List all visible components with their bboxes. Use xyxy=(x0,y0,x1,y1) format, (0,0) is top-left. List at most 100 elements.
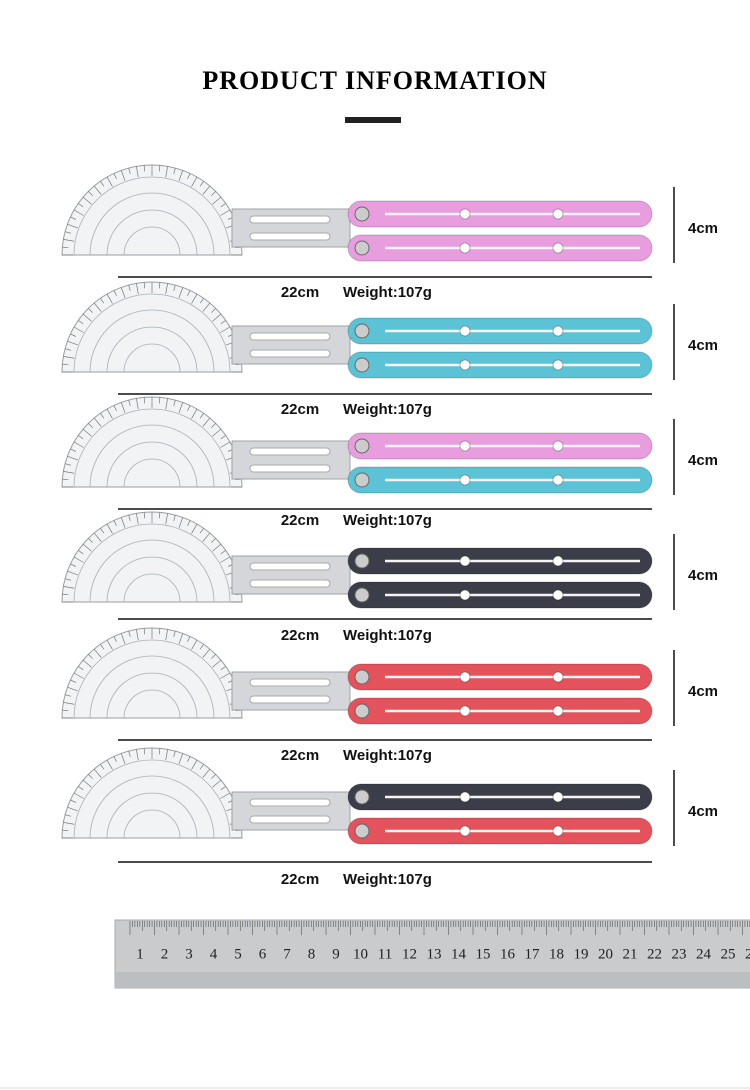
protractor-tick xyxy=(173,630,176,637)
handle-hole xyxy=(552,825,564,837)
handle-hole xyxy=(459,555,471,567)
ruler-number: 3 xyxy=(185,946,193,962)
protractor-tick xyxy=(187,405,191,412)
protractor-arc xyxy=(123,458,181,488)
handle-hole xyxy=(552,474,564,486)
protractor-tick xyxy=(73,792,84,799)
protractor-tick xyxy=(143,397,146,404)
protractor-tick xyxy=(120,170,126,181)
protractor-tick xyxy=(220,441,231,448)
protractor-tick xyxy=(191,408,198,419)
ruler-number: 16 xyxy=(500,946,516,962)
protractor-tick xyxy=(67,223,78,229)
handle-hole xyxy=(552,555,564,567)
protractor-tick xyxy=(143,512,146,519)
protractor-tick xyxy=(173,284,176,291)
protractor-tick xyxy=(143,165,146,172)
protractor-tick xyxy=(64,231,71,234)
protractor-tick xyxy=(70,799,77,803)
protractor-tick xyxy=(100,644,105,650)
handle-hole xyxy=(552,791,564,803)
handle-hole xyxy=(552,589,564,601)
pivot xyxy=(354,587,370,603)
protractor-tick xyxy=(78,203,84,208)
height-label: 4cm xyxy=(688,683,718,700)
protractor-tick xyxy=(212,543,222,552)
ruler-number: 24 xyxy=(696,946,712,962)
weight-label: Weight:107g xyxy=(343,401,432,418)
protractor-tick xyxy=(158,512,161,519)
protractor-tick xyxy=(78,320,84,325)
protractor-tick xyxy=(178,287,184,298)
blade-slot xyxy=(249,332,331,341)
protractor-tick xyxy=(173,167,176,174)
protractor-arc xyxy=(73,639,231,719)
blade-slot xyxy=(249,562,331,571)
length-label: 22cm xyxy=(281,627,319,644)
blade-slot xyxy=(249,215,331,224)
protractor-tick xyxy=(202,648,211,658)
protractor-tick xyxy=(220,666,226,671)
pivot xyxy=(354,357,370,373)
protractor-arc xyxy=(89,775,215,839)
protractor-arc xyxy=(89,192,215,256)
protractor-tick xyxy=(212,779,222,788)
protractor-tick xyxy=(93,185,102,195)
height-label: 4cm xyxy=(688,452,718,469)
protractor-tick xyxy=(106,639,113,650)
blade xyxy=(231,325,351,365)
protractor-tick xyxy=(158,628,161,635)
protractor-tick xyxy=(187,636,191,643)
protractor-tick xyxy=(88,654,93,659)
protractor-tick xyxy=(100,764,105,770)
protractor-arc xyxy=(106,441,198,488)
protractor-tick xyxy=(64,578,71,581)
length-label: 22cm xyxy=(281,512,319,529)
protractor-tick xyxy=(220,435,226,440)
protractor-tick xyxy=(220,209,231,216)
protractor-tick xyxy=(93,417,102,427)
protractor-tick xyxy=(120,402,126,413)
handle-hole xyxy=(459,208,471,220)
handle-hole xyxy=(552,671,564,683)
protractor-tick xyxy=(212,313,222,322)
blade-slot xyxy=(249,447,331,456)
handle-hole xyxy=(459,325,471,337)
ruler-number: 1 xyxy=(136,946,144,962)
protractor-tick xyxy=(202,532,211,542)
protractor-tick xyxy=(191,523,198,534)
protractor-tick xyxy=(63,239,75,242)
length-label: 22cm xyxy=(281,401,319,418)
handle-hole xyxy=(459,440,471,452)
protractor-arc xyxy=(73,759,231,839)
protractor-arc xyxy=(106,209,198,256)
protractor-tick xyxy=(64,814,71,817)
protractor-tick xyxy=(136,398,139,410)
ruler-edge xyxy=(115,972,750,988)
height-label: 4cm xyxy=(688,567,718,584)
protractor-tick xyxy=(165,749,168,761)
handle-hole xyxy=(552,208,564,220)
protractor-tick xyxy=(67,686,78,692)
protractor-tick xyxy=(220,556,231,563)
protractor-tick xyxy=(211,308,216,313)
protractor-tick xyxy=(173,514,176,521)
protractor-tick xyxy=(63,356,75,359)
protractor-arc xyxy=(106,672,198,719)
protractor-tick xyxy=(64,694,71,697)
ruler-number: 10 xyxy=(353,946,368,962)
protractor-arc xyxy=(89,655,215,719)
protractor-tick xyxy=(202,768,211,778)
pivot xyxy=(354,472,370,488)
title-underline xyxy=(345,117,401,123)
protractor-tick xyxy=(136,629,139,641)
protractor-tick xyxy=(120,517,126,528)
protractor-tick xyxy=(158,397,161,404)
protractor-tick xyxy=(70,563,77,567)
protractor-tick xyxy=(143,282,146,289)
handle-hole xyxy=(459,359,471,371)
protractor-tick xyxy=(73,672,84,679)
protractor-tick xyxy=(202,417,211,427)
